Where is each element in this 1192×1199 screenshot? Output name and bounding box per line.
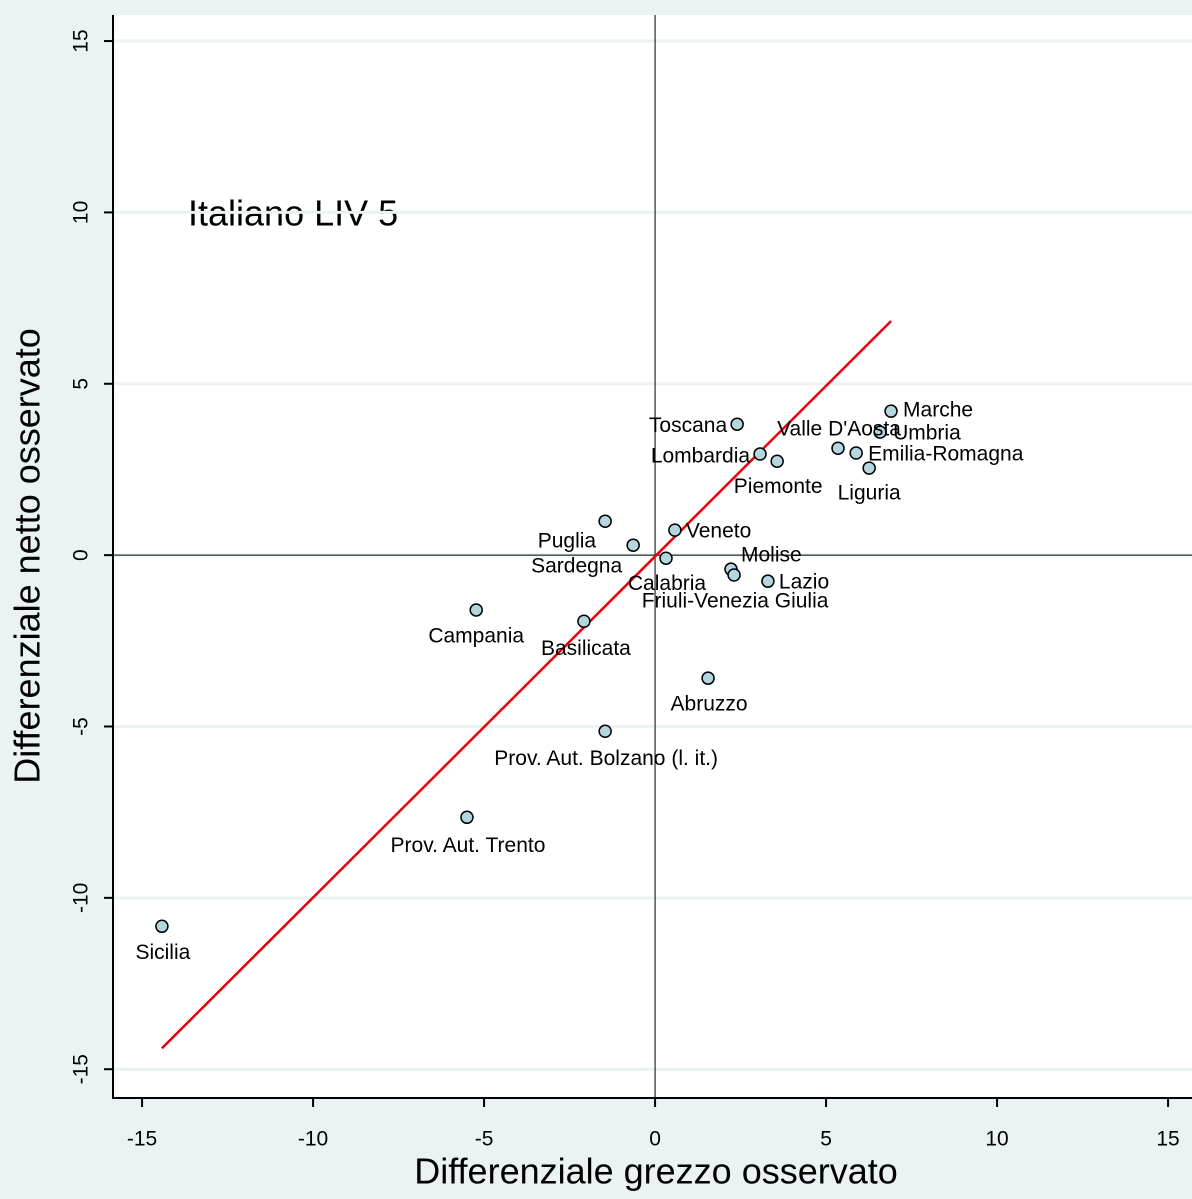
point-label: Abruzzo	[671, 693, 748, 716]
point-label: Toscana	[649, 414, 728, 437]
point-label: Lazio	[779, 571, 829, 594]
x-tick-label: 5	[820, 1128, 832, 1151]
point-label: Friuli-Venezia Giulia	[642, 590, 829, 613]
point	[577, 614, 591, 629]
point-label: Umbria	[893, 422, 961, 445]
x-tick-label: -5	[475, 1128, 494, 1151]
x-tick-label: -10	[298, 1128, 328, 1151]
point-label: Puglia	[538, 530, 597, 553]
point	[460, 810, 474, 825]
point	[884, 404, 898, 418]
point	[598, 514, 612, 528]
x-tick-label: -15	[127, 1128, 157, 1151]
point	[761, 574, 775, 588]
point-label: Calabria	[628, 572, 707, 595]
y-tick-label: 15	[70, 29, 93, 52]
point-label: Sicilia	[135, 941, 190, 964]
point	[753, 447, 767, 461]
point-label: Veneto	[686, 520, 751, 543]
point	[668, 523, 682, 537]
point	[659, 551, 673, 565]
x-tick-label: 10	[985, 1128, 1008, 1151]
point	[730, 417, 744, 431]
point	[701, 671, 715, 685]
y-tick-label: -10	[70, 883, 93, 913]
point	[770, 454, 784, 468]
point-label: Prov. Aut. Bolzano (l. it.)	[494, 747, 718, 770]
x-tick-label: 0	[649, 1128, 661, 1151]
point	[155, 919, 169, 934]
point-label: Sardegna	[531, 555, 622, 578]
point-label: Campania	[428, 625, 524, 648]
point	[862, 461, 876, 475]
point	[469, 603, 483, 617]
point-label: Molise	[741, 544, 802, 567]
point	[873, 425, 887, 439]
point	[598, 724, 612, 739]
point-label: Emilia-Romagna	[868, 443, 1024, 466]
point	[831, 441, 845, 455]
x-axis-title: Differenziale grezzo osservato	[414, 1151, 898, 1192]
point-label: Lombardia	[651, 445, 751, 468]
x-tick-label: 15	[1156, 1128, 1179, 1151]
point-label: Prov. Aut. Trento	[391, 834, 546, 857]
point	[849, 446, 863, 460]
fit-line	[161, 320, 892, 1050]
point-label: Valle D'Aosta	[777, 418, 901, 441]
y-tick-label: 5	[70, 378, 93, 390]
point-label: Piemonte	[734, 475, 823, 498]
point	[626, 538, 640, 552]
y-tick-label: 10	[70, 201, 93, 224]
y-tick-label: -5	[70, 717, 93, 736]
y-axis-title: Differenziale netto osservato	[7, 328, 48, 784]
y-tick-label: 0	[70, 549, 93, 561]
y-tick-label: -15	[70, 1054, 93, 1084]
point	[727, 568, 741, 582]
point-label: Marche	[903, 399, 973, 422]
point-label: Basilicata	[541, 637, 631, 660]
point-label: Liguria	[838, 482, 901, 505]
